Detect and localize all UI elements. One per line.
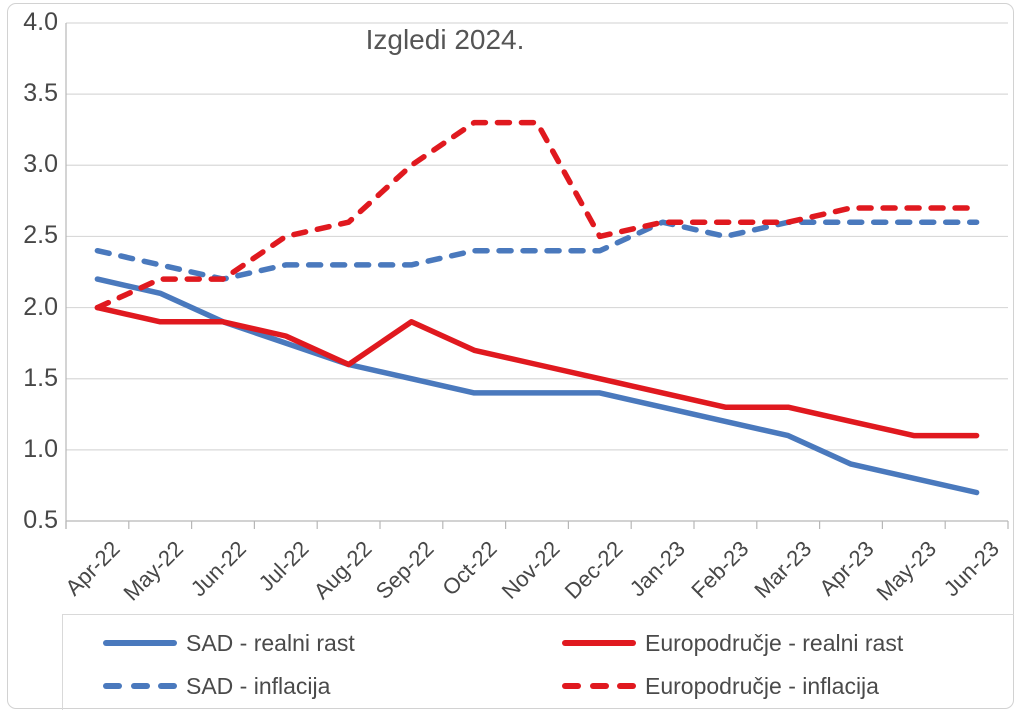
- y-tick-label: 1.0: [23, 434, 58, 463]
- y-tick-label: 3.0: [23, 150, 58, 179]
- series-line-4: [94, 119, 980, 311]
- series-line-2: [94, 219, 980, 282]
- legend-label: Europodručje - realni rast: [645, 629, 904, 656]
- legend-solid-line-swatch: [103, 640, 177, 646]
- legend-label: Europodručje - inflacija: [645, 672, 879, 699]
- y-tick-label: 2.5: [23, 221, 58, 250]
- legend-item: Europodručje - realni rast: [562, 629, 904, 656]
- chart-border: [7, 3, 1014, 709]
- chart-title: Izgledi 2024.: [365, 24, 525, 55]
- series-line-1: [94, 276, 980, 496]
- y-tick-label: 2.0: [23, 292, 58, 321]
- series-line-3: [94, 304, 980, 439]
- y-tick-label: 4.0: [23, 8, 58, 36]
- legend-solid-line-swatch: [562, 640, 636, 646]
- y-tick-label: 0.5: [23, 506, 58, 534]
- legend-divider-left: [62, 614, 63, 710]
- legend-label: SAD - realni rast: [186, 629, 355, 656]
- y-tick-label: 3.5: [23, 79, 58, 108]
- legend-divider: [62, 614, 1014, 615]
- legend-dashed-line-swatch: [562, 683, 636, 689]
- y-tick-label: 1.5: [23, 363, 58, 392]
- legend-item: Europodručje - inflacija: [562, 672, 879, 699]
- legend-item: SAD - realni rast: [103, 629, 355, 656]
- legend-dashed-line-swatch: [103, 683, 177, 689]
- legend-label: SAD - inflacija: [186, 672, 331, 699]
- legend-item: SAD - inflacija: [103, 672, 331, 699]
